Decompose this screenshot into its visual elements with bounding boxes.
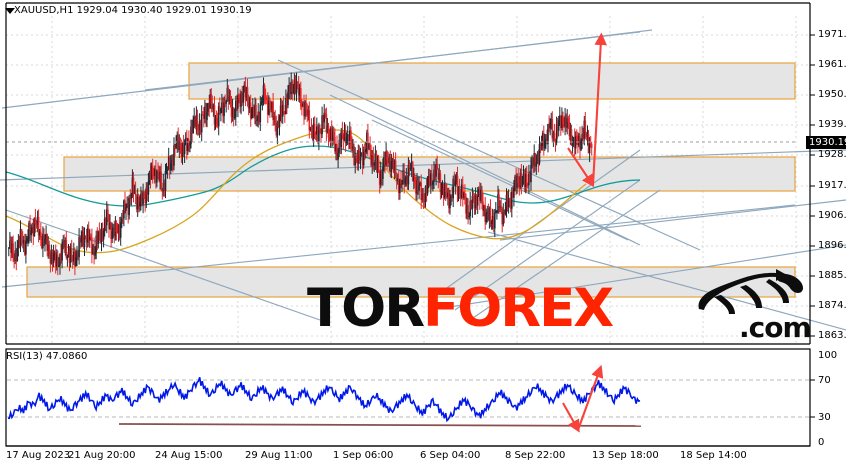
price-axis-label: 1917.60 xyxy=(818,180,846,191)
rsi-axis-ticks xyxy=(810,379,815,418)
rsi-axis-label: 100 xyxy=(818,350,838,361)
price-forecast-arrows xyxy=(567,32,608,188)
time-axis-label: 24 Aug 15:00 xyxy=(155,450,223,461)
price-axis-label: 1874.40 xyxy=(818,300,846,311)
trendline-ascending-2 xyxy=(454,179,641,311)
time-axis-label: 17 Aug 2023 xyxy=(6,450,71,461)
resistance-zone-upper xyxy=(188,62,796,100)
trendline-rising-support xyxy=(1,204,796,288)
price-axis-label: 1896.00 xyxy=(818,240,846,251)
current-price-tag: 1930.19 xyxy=(806,136,846,149)
chevron-down-icon[interactable] xyxy=(5,8,15,14)
price-axis-ticks xyxy=(810,34,815,337)
price-zones xyxy=(26,62,796,298)
rsi-axis-label: 30 xyxy=(818,412,831,423)
trendline-bottom xyxy=(429,244,846,311)
rsi-arrow-down xyxy=(562,402,580,433)
time-axis-label: 18 Sep 14:00 xyxy=(680,450,747,461)
price-axis-label: 1906.80 xyxy=(818,210,846,221)
trendline-rising-support-2 xyxy=(0,149,846,181)
price-axis-label: 1950.30 xyxy=(818,89,846,100)
rsi-line xyxy=(7,377,641,423)
time-axis-label: 8 Sep 22:00 xyxy=(505,450,566,461)
trendline-descending-2 xyxy=(329,94,641,246)
time-axis-label: 21 Aug 20:00 xyxy=(68,450,136,461)
price-axis-label: 1928.70 xyxy=(818,149,846,160)
trendline-descending-3 xyxy=(371,119,629,241)
rsi-axis-label: 70 xyxy=(818,375,831,386)
trendline-bottom-2 xyxy=(5,209,321,321)
rsi-axis[interactable]: 100 70 30 0 xyxy=(818,349,846,449)
symbol-header: XAUUSD,H1 1929.04 1930.40 1929.01 1930.1… xyxy=(14,5,252,16)
price-panel-frame xyxy=(5,2,811,345)
time-axis-label: 13 Sep 18:00 xyxy=(592,450,659,461)
price-axis-label: 1971.90 xyxy=(818,29,846,40)
time-axis-label: 6 Sep 04:00 xyxy=(420,450,481,461)
ma-fast-line xyxy=(5,129,587,254)
price-axis-label: 1885.20 xyxy=(818,270,846,281)
rsi-support-trendline xyxy=(118,423,642,427)
time-axis[interactable]: 17 Aug 2023 21 Aug 20:00 24 Aug 15:00 29 Au… xyxy=(0,450,846,468)
time-axis-label: 29 Aug 11:00 xyxy=(245,450,313,461)
price-axis-label: 1939.50 xyxy=(818,119,846,130)
rsi-indicator-label: RSI(13) 47.0860 xyxy=(6,351,88,362)
forecast-arrow-up xyxy=(591,32,608,186)
rsi-panel xyxy=(5,348,815,447)
rsi-axis-label: 0 xyxy=(818,437,825,448)
time-axis-label: 1 Sep 06:00 xyxy=(333,450,394,461)
support-zone-lower xyxy=(26,266,796,298)
price-axis-label: 1863.60 xyxy=(818,330,846,341)
trendline-descending-1 xyxy=(277,59,701,251)
trendline-lower-fan xyxy=(487,231,846,331)
forecast-arrow-down xyxy=(567,147,595,188)
price-axis-label: 1961.10 xyxy=(818,59,846,70)
price-axis[interactable]: 1971.90 1961.10 1950.30 1939.50 1928.70 1917.… xyxy=(818,0,846,344)
candlestick-series xyxy=(8,72,593,276)
rsi-arrow-up xyxy=(577,364,604,431)
trendline-lower-fan-2 xyxy=(499,199,846,241)
